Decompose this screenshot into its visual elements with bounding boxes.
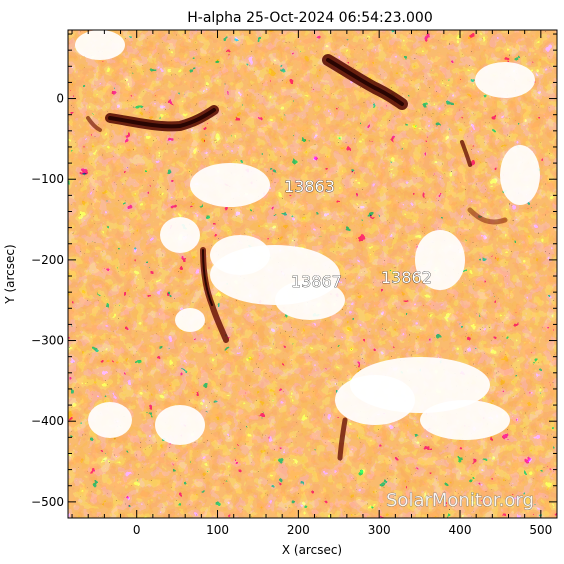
- watermark: SolarMonitor.org: [386, 490, 534, 511]
- y-tick-label: −200: [31, 253, 64, 267]
- y-tick-label: −400: [31, 414, 64, 428]
- plage-regions: [75, 30, 540, 445]
- x-axis-title: X (arcsec): [282, 543, 342, 557]
- x-tick-label: 400: [449, 523, 472, 537]
- x-tick-label: 0: [133, 523, 141, 537]
- plot-frame: [67, 29, 558, 519]
- filaments: [86, 54, 508, 461]
- x-tick-label: 300: [368, 523, 391, 537]
- region-label-13867: 13867: [291, 272, 342, 291]
- chart-title: H-alpha 25-Oct-2024 06:54:23.000: [187, 10, 432, 26]
- x-axis: 0 100 200 300 400 500: [71, 30, 558, 537]
- x-tick-label: 100: [206, 523, 229, 537]
- x-tick-label: 500: [529, 523, 552, 537]
- h-alpha-image: 13863 13867 13862 SolarMonitor.org: [68, 30, 557, 518]
- y-tick-label: −500: [31, 495, 64, 509]
- y-tick-label: −300: [31, 334, 64, 348]
- y-tick-label: −100: [31, 172, 64, 186]
- y-axis-title: Y (arcsec): [3, 244, 17, 304]
- y-tick-label: 0: [56, 92, 64, 106]
- active-region-labels: 13863 13867 13862: [284, 177, 433, 292]
- region-label-13863: 13863: [284, 177, 335, 196]
- x-tick-label: 200: [287, 523, 310, 537]
- y-axis: 0 −100 −200 −300 −400 −500: [31, 33, 557, 519]
- region-label-13862: 13862: [381, 268, 432, 287]
